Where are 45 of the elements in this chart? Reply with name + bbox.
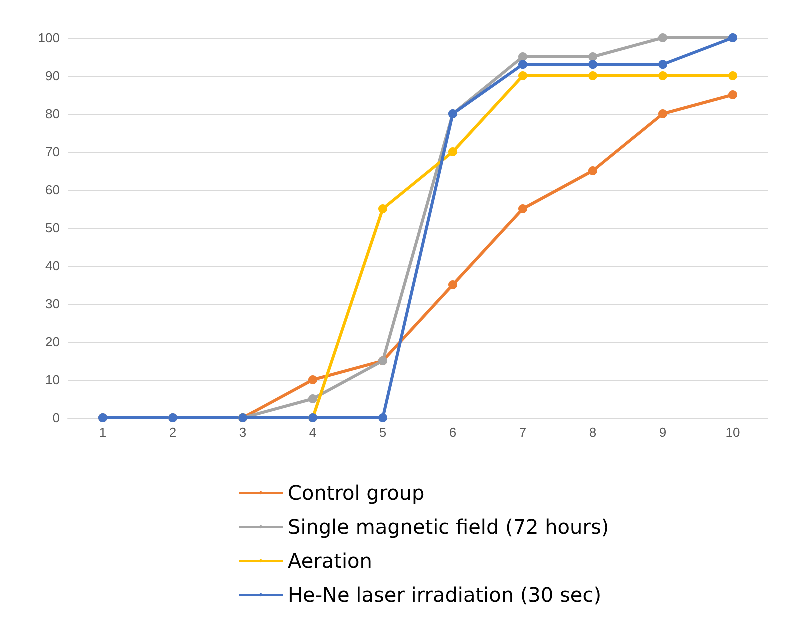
- legend-label: Control group: [288, 481, 425, 505]
- y-tick-label: 100: [38, 30, 60, 46]
- x-tick-label: 7: [519, 425, 527, 440]
- y-tick-label: 40: [46, 258, 60, 274]
- point: [658, 72, 668, 80]
- point: [518, 52, 528, 62]
- point: [518, 60, 528, 70]
- legend-label: Single magnetic field (72 hours): [288, 515, 610, 539]
- legend-label: Aeration: [288, 549, 372, 573]
- y-tick-label: 60: [46, 182, 60, 198]
- point: [728, 72, 738, 80]
- x-tick-label: 1: [99, 425, 107, 440]
- x-tick-label: 2: [169, 425, 177, 440]
- point: [518, 72, 528, 80]
- y-tick-label: 80: [46, 106, 60, 122]
- point: [448, 280, 458, 290]
- y-tick-label: 50: [46, 220, 60, 236]
- point: [378, 204, 388, 214]
- point: [518, 204, 528, 214]
- point: [658, 110, 668, 118]
- x-tick-label: 6: [449, 425, 457, 440]
- point: [308, 376, 318, 384]
- point: [658, 60, 668, 70]
- y-tick-label: 10: [46, 372, 60, 388]
- y-tick-label: 90: [46, 68, 60, 84]
- point: [588, 166, 598, 176]
- point: [308, 394, 318, 404]
- y-tick-label: 70: [46, 144, 60, 160]
- point: [588, 52, 598, 62]
- x-tick-label: 8: [589, 425, 597, 440]
- point: [588, 72, 598, 80]
- point: [728, 90, 738, 100]
- y-tick-label: 0: [52, 410, 60, 426]
- point: [658, 34, 668, 42]
- x-tick-label: 4: [309, 425, 317, 440]
- point: [378, 414, 388, 422]
- point: [588, 60, 598, 70]
- y-tick-label: 20: [46, 334, 60, 350]
- x-tick-label: 10: [726, 425, 740, 440]
- x-tick-label: 5: [379, 425, 387, 440]
- y-tick-label: 30: [46, 296, 60, 312]
- point: [448, 148, 458, 156]
- x-tick-label: 9: [659, 425, 667, 440]
- x-tick-label: 3: [239, 425, 247, 440]
- legend-label: He-Ne laser irradiation (30 sec): [288, 583, 602, 607]
